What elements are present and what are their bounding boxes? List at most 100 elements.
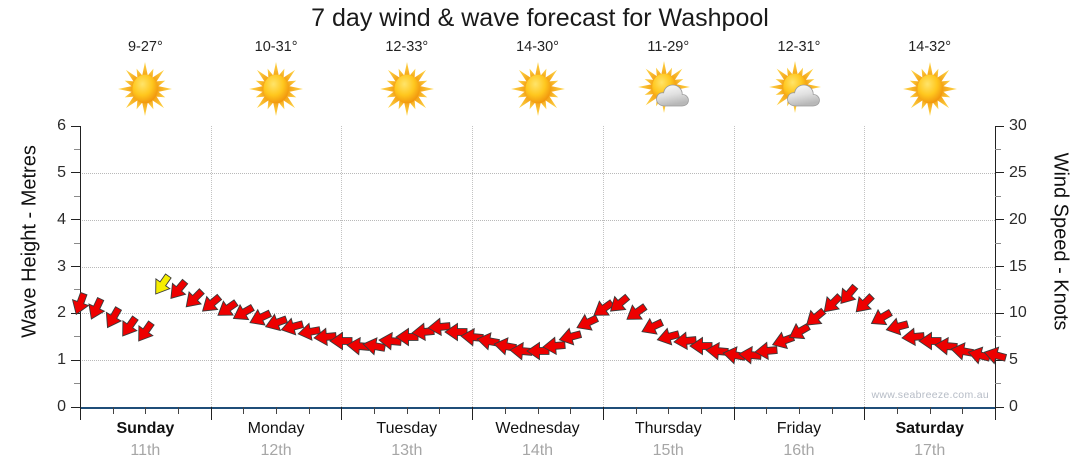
gridline-h bbox=[80, 266, 995, 268]
day-header-thursday: 11-29° bbox=[603, 38, 734, 128]
day-header-friday: 12-31° bbox=[734, 38, 865, 128]
gridline-v bbox=[472, 126, 474, 407]
wind-arrow bbox=[410, 319, 436, 345]
wind-arrow bbox=[426, 314, 452, 340]
watermark: www.seabreeze.com.au bbox=[871, 389, 989, 401]
x-tick bbox=[668, 407, 670, 414]
wind-arrow bbox=[361, 333, 387, 359]
wind-arrow bbox=[884, 314, 910, 340]
y-tick-left bbox=[71, 219, 80, 221]
x-tick bbox=[896, 407, 898, 414]
day-header-band: 9-27° 10-31° bbox=[80, 38, 995, 128]
y-tick-left bbox=[74, 336, 80, 338]
partly-cloudy-icon bbox=[637, 60, 699, 118]
x-tick bbox=[80, 407, 81, 420]
wind-arrow bbox=[557, 324, 583, 350]
wind-arrow bbox=[868, 305, 894, 331]
x-tick bbox=[406, 407, 408, 414]
x-tick bbox=[504, 407, 506, 414]
day-date: 14th bbox=[521, 442, 554, 459]
wind-arrow bbox=[181, 286, 207, 312]
day-label-friday: Friday 16th bbox=[734, 418, 865, 473]
wind-arrow bbox=[672, 328, 698, 354]
left-tick-label: 5 bbox=[57, 163, 66, 181]
y-tick-left bbox=[74, 242, 80, 244]
y-tick-left bbox=[74, 148, 80, 150]
temperature-range: 14-30° bbox=[516, 39, 559, 55]
x-tick bbox=[864, 407, 866, 420]
right-tick-label: 5 bbox=[1009, 351, 1018, 369]
day-header-wednesday: 14-30° bbox=[472, 38, 603, 128]
wind-arrow bbox=[443, 319, 469, 345]
y-tick-right bbox=[995, 125, 1004, 127]
left-tick-label: 3 bbox=[57, 257, 66, 275]
y-tick-left bbox=[74, 195, 80, 197]
day-date: 16th bbox=[783, 442, 815, 459]
wind-arrow bbox=[917, 328, 943, 354]
plot-area: www.seabreeze.com.au bbox=[71, 125, 1008, 420]
sunny-icon bbox=[245, 60, 307, 118]
sunny-icon bbox=[899, 60, 961, 118]
day-name: Tuesday bbox=[376, 420, 438, 437]
page-title: 7 day wind & wave forecast for Washpool bbox=[311, 4, 769, 32]
right-axis-title: Wind Speed - Knots bbox=[1049, 152, 1072, 331]
left-tick-label: 1 bbox=[57, 351, 66, 369]
gridline-v bbox=[210, 126, 212, 407]
wind-arrow bbox=[165, 277, 191, 303]
gridline-v bbox=[733, 126, 735, 407]
day-name: Friday bbox=[776, 420, 822, 437]
y-tick-left bbox=[71, 266, 80, 267]
y-tick-right bbox=[995, 406, 1004, 408]
x-tick bbox=[145, 407, 147, 414]
day-label-monday: Monday 12th bbox=[211, 418, 342, 473]
wind-arrow bbox=[312, 324, 338, 350]
y-tick-right bbox=[995, 359, 1004, 361]
x-tick bbox=[537, 407, 539, 414]
day-name: Thursday bbox=[634, 420, 702, 437]
wind-arrow bbox=[132, 319, 158, 345]
left-tick-label: 0 bbox=[57, 398, 66, 415]
y-tick-left bbox=[71, 406, 80, 408]
day-name: Saturday bbox=[895, 420, 964, 437]
wind-arrow bbox=[492, 333, 518, 359]
wind-arrow bbox=[639, 314, 665, 340]
gridline-h bbox=[80, 172, 995, 174]
wind-arrow bbox=[737, 342, 763, 368]
x-tick bbox=[798, 407, 800, 414]
day-label-tuesday: Tuesday 13th bbox=[341, 418, 472, 473]
left-axis-title: Wave Height - Metres bbox=[18, 145, 41, 338]
day-date: 15th bbox=[652, 442, 684, 459]
day-date: 17th bbox=[914, 442, 946, 459]
x-tick bbox=[570, 407, 572, 414]
y-tick-right bbox=[995, 172, 1004, 174]
gridline-h bbox=[80, 219, 995, 221]
sunny-icon bbox=[114, 60, 176, 118]
x-tick bbox=[635, 407, 637, 414]
wind-arrow bbox=[394, 324, 420, 350]
y-tick-right bbox=[995, 242, 1001, 244]
left-axis-line bbox=[80, 126, 81, 407]
right-tick-label: 0 bbox=[1009, 398, 1018, 415]
y-tick-left bbox=[71, 125, 80, 127]
day-date: 11th bbox=[130, 442, 161, 459]
day-name: Sunday bbox=[116, 420, 175, 437]
day-header-sunday: 9-27° bbox=[80, 38, 211, 128]
gridline-v bbox=[602, 126, 604, 407]
y-tick-right bbox=[995, 148, 1001, 150]
temperature-range: 12-31° bbox=[777, 39, 821, 55]
wind-arrow bbox=[247, 305, 273, 331]
day-label-wednesday: Wednesday 14th bbox=[472, 418, 603, 473]
right-tick-label: 25 bbox=[1009, 163, 1027, 181]
x-tick bbox=[374, 407, 376, 414]
day-label-sunday: Sunday 11th bbox=[80, 418, 211, 473]
wind-arrow bbox=[116, 314, 142, 340]
y-tick-right bbox=[995, 266, 1004, 267]
right-tick-label: 30 bbox=[1009, 117, 1027, 134]
day-name: Monday bbox=[247, 420, 305, 437]
wind-arrow bbox=[688, 333, 714, 359]
wind-arrow bbox=[966, 342, 992, 368]
x-tick bbox=[602, 407, 604, 420]
wind-arrow bbox=[100, 305, 126, 331]
left-tick-label: 6 bbox=[57, 117, 66, 134]
